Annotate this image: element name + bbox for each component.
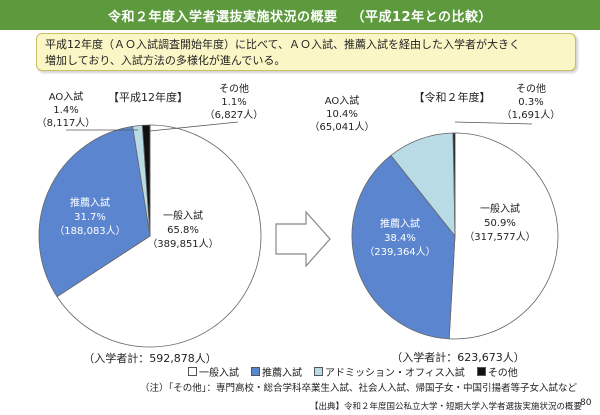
legend-label-other: その他 bbox=[487, 368, 518, 379]
h12-ao-count: （8,117人） bbox=[37, 117, 96, 129]
footnote: （注）「その他」：専門高校・総合学科卒業生入試、社会人入試、帰国子女・中国引揚者… bbox=[140, 383, 578, 394]
legend-item-ippan: 一般入試 bbox=[188, 364, 239, 379]
arrow-right-icon bbox=[275, 210, 331, 268]
h12-suisen-pct: 31.7% bbox=[74, 212, 106, 223]
h12-ippan-pct: 65.8% bbox=[167, 225, 199, 236]
r2-ippan-name: 一般入試 bbox=[480, 202, 520, 215]
h12-ippan-name: 一般入試 bbox=[163, 209, 203, 222]
h12-suisen-name: 推薦入試 bbox=[70, 196, 110, 209]
pie-chart-r2 bbox=[351, 132, 559, 340]
h12-ao-pct: 1.4% bbox=[53, 105, 78, 116]
source-citation: 【出典】令和２年度国公私立大学・短期大学入学者選抜実施状況の概要 bbox=[310, 402, 583, 412]
r2-suisen-name: 推薦入試 bbox=[380, 217, 420, 230]
r2-ippan-pct: 50.9% bbox=[484, 218, 516, 229]
r2-other-pct: 0.3% bbox=[518, 97, 543, 108]
h12-slice-ippan bbox=[56, 124, 262, 348]
page-subtitle: （平成12年との比較） bbox=[351, 9, 492, 25]
h12-other-pct: 1.1% bbox=[221, 97, 246, 108]
r2-other-count: （1,691人） bbox=[502, 109, 561, 121]
r2-suisen-pct: 38.4% bbox=[384, 233, 416, 244]
legend-swatch-ao bbox=[314, 367, 323, 376]
legend-item-ao: アドミッション・オフィス入試 bbox=[314, 364, 465, 379]
summary-box: 平成12年度（ＡＯ入試調査開始年度）に比べて、ＡＯ入試、推薦入試を経由した入学者… bbox=[36, 33, 576, 71]
page-number: 80 bbox=[580, 398, 592, 408]
legend-label-suisen: 推薦入試 bbox=[262, 368, 302, 379]
legend-swatch-other bbox=[476, 367, 486, 376]
legend-label-ao: アドミッション・オフィス入試 bbox=[325, 368, 465, 379]
r2-suisen-count: （239,364人） bbox=[364, 246, 435, 258]
h12-other-count: （6,827人） bbox=[205, 109, 264, 121]
title-bar: 令和２年度入学者選抜実施状況の概要 （平成12年との比較） bbox=[0, 0, 600, 30]
r2-ao-pct: 10.4% bbox=[326, 109, 358, 120]
r2-other-leader bbox=[454, 121, 533, 125]
chart-title-r2: 【令和２年度】 bbox=[414, 90, 491, 104]
r2-ippan-count: （317,577人） bbox=[464, 231, 535, 243]
pie-chart-h12 bbox=[38, 124, 262, 348]
legend: 一般入試 推薦入試 アドミッション・オフィス入試 その他 bbox=[188, 364, 518, 379]
page-title: 令和２年度入学者選抜実施状況の概要 bbox=[108, 9, 338, 25]
h12-total: （入学者計：592,878人） bbox=[83, 351, 217, 365]
h12-suisen-count: （188,083人） bbox=[54, 225, 125, 237]
r2-other-name: その他 bbox=[516, 82, 546, 95]
h12-ippan-count: （389,851人） bbox=[147, 238, 218, 250]
legend-item-other: その他 bbox=[476, 364, 518, 379]
h12-other-name: その他 bbox=[219, 82, 249, 95]
r2-slice-other bbox=[452, 132, 456, 237]
h12-slice-other bbox=[141, 124, 151, 237]
legend-label-ippan: 一般入試 bbox=[199, 368, 239, 379]
r2-slice-suisen bbox=[351, 154, 456, 340]
h12-ao-name: AO入試 bbox=[49, 90, 84, 103]
r2-ao-name: AO入試 bbox=[325, 94, 360, 107]
h12-other-leader bbox=[149, 121, 239, 132]
summary-line-2: 増加しており、入試方法の多様化が進んでいる。 bbox=[45, 54, 286, 67]
legend-item-suisen: 推薦入試 bbox=[251, 364, 302, 379]
r2-total: （入学者計：623,673人） bbox=[391, 350, 525, 364]
h12-slice-suisen bbox=[38, 125, 151, 298]
chart-title-h12: 【平成12年度】 bbox=[108, 90, 188, 104]
summary-line-1: 平成12年度（ＡＯ入試調査開始年度）に比べて、ＡＯ入試、推薦入試を経由した入学者… bbox=[45, 38, 521, 51]
legend-swatch-ippan bbox=[188, 367, 197, 376]
legend-swatch-suisen bbox=[251, 367, 260, 376]
r2-ao-count: （65,041人） bbox=[310, 121, 375, 133]
r2-slice-ippan bbox=[448, 132, 559, 340]
